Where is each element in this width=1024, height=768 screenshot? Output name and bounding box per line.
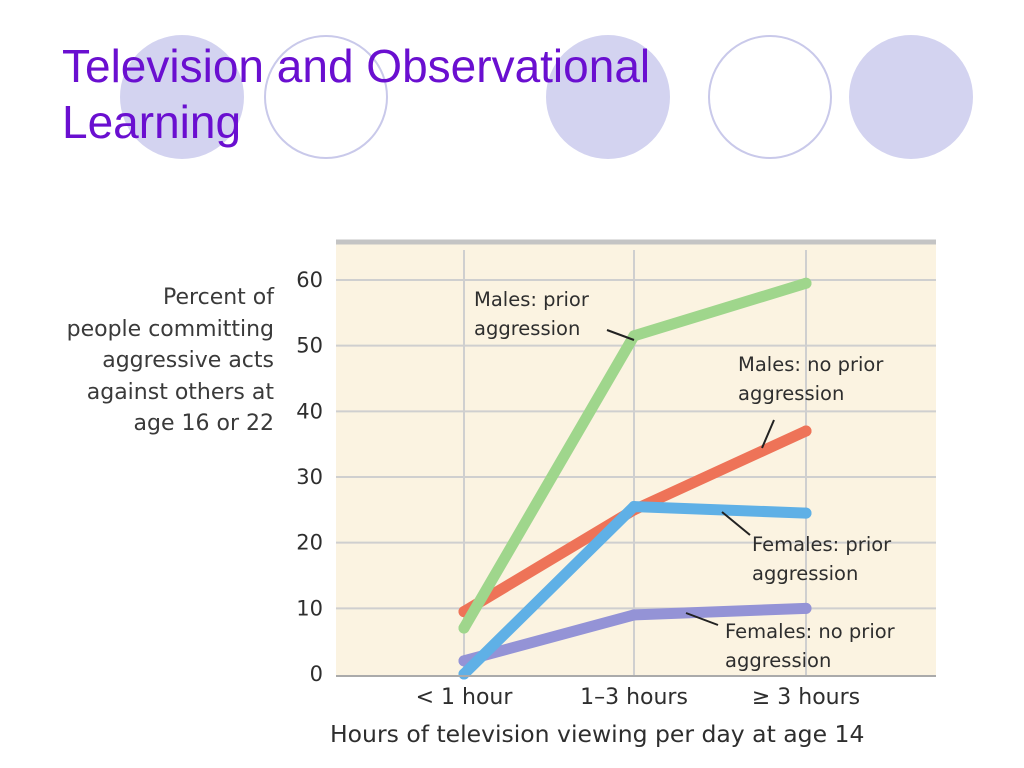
data-point — [628, 501, 640, 513]
decor-circle-outline — [708, 35, 832, 159]
series-labels: Males: prior aggression Males: no prior agg… — [474, 288, 896, 672]
legend-callouts — [606, 329, 775, 626]
x-category-label: 1–3 hours — [580, 685, 688, 710]
callout-leader — [721, 511, 751, 536]
series-label: Males: prior — [474, 288, 590, 311]
y-tick-label: 50 — [296, 334, 323, 358]
slide-title: Television and Observational Learning — [62, 38, 650, 150]
y-axis-label-line: Percent of — [163, 285, 274, 310]
data-point — [800, 425, 812, 437]
slide-title-line: Learning — [62, 96, 242, 148]
y-axis-label-line: aggressive acts — [102, 348, 274, 373]
data-point — [800, 507, 812, 519]
series-label: aggression — [474, 317, 580, 340]
decor-circle-filled — [120, 35, 244, 159]
y-tick-labels: 0 10 20 30 40 50 60 — [296, 268, 323, 686]
y-axis-label-line: people committing — [66, 316, 274, 342]
slide-title-line: Television and Observational — [62, 40, 651, 92]
callout-leader — [606, 329, 635, 341]
callout-leader — [685, 612, 719, 626]
decor-circle-outline — [264, 35, 388, 159]
decor-circle-filled — [546, 35, 670, 159]
y-axis-label-line: age 16 or 22 — [133, 411, 274, 436]
data-point — [628, 609, 640, 621]
y-axis-label-line: against others at — [86, 379, 274, 405]
series-label: aggression — [738, 382, 844, 405]
series-label: Males: no prior — [738, 353, 884, 376]
y-tick-label: 20 — [296, 531, 323, 555]
series-label: aggression — [752, 562, 858, 585]
y-tick-label: 40 — [296, 399, 323, 423]
y-tick-label: 0 — [310, 662, 323, 686]
x-category-labels: < 1 hour 1–3 hours ≥ 3 hours — [416, 685, 861, 710]
plot-area — [336, 240, 936, 676]
x-category-label: < 1 hour — [416, 685, 514, 710]
data-point — [800, 277, 812, 289]
x-axis-label: Hours of television viewing per day at a… — [330, 720, 865, 748]
y-axis-label: Percent of people committing aggressive … — [0, 282, 274, 440]
decor-circle-filled — [849, 35, 973, 159]
series-label: Females: prior — [752, 533, 892, 556]
series-lines — [458, 277, 812, 680]
decorative-circles — [120, 35, 973, 159]
series-label: aggression — [725, 649, 831, 672]
series-label: Females: no prior — [725, 620, 896, 643]
data-point — [458, 668, 470, 680]
y-tick-label: 30 — [296, 465, 323, 489]
callout-leader — [761, 419, 775, 449]
y-tick-label: 60 — [296, 268, 323, 292]
x-category-label: ≥ 3 hours — [752, 685, 860, 710]
data-point — [458, 622, 470, 634]
y-tick-label: 10 — [296, 596, 323, 620]
data-point — [800, 602, 812, 614]
